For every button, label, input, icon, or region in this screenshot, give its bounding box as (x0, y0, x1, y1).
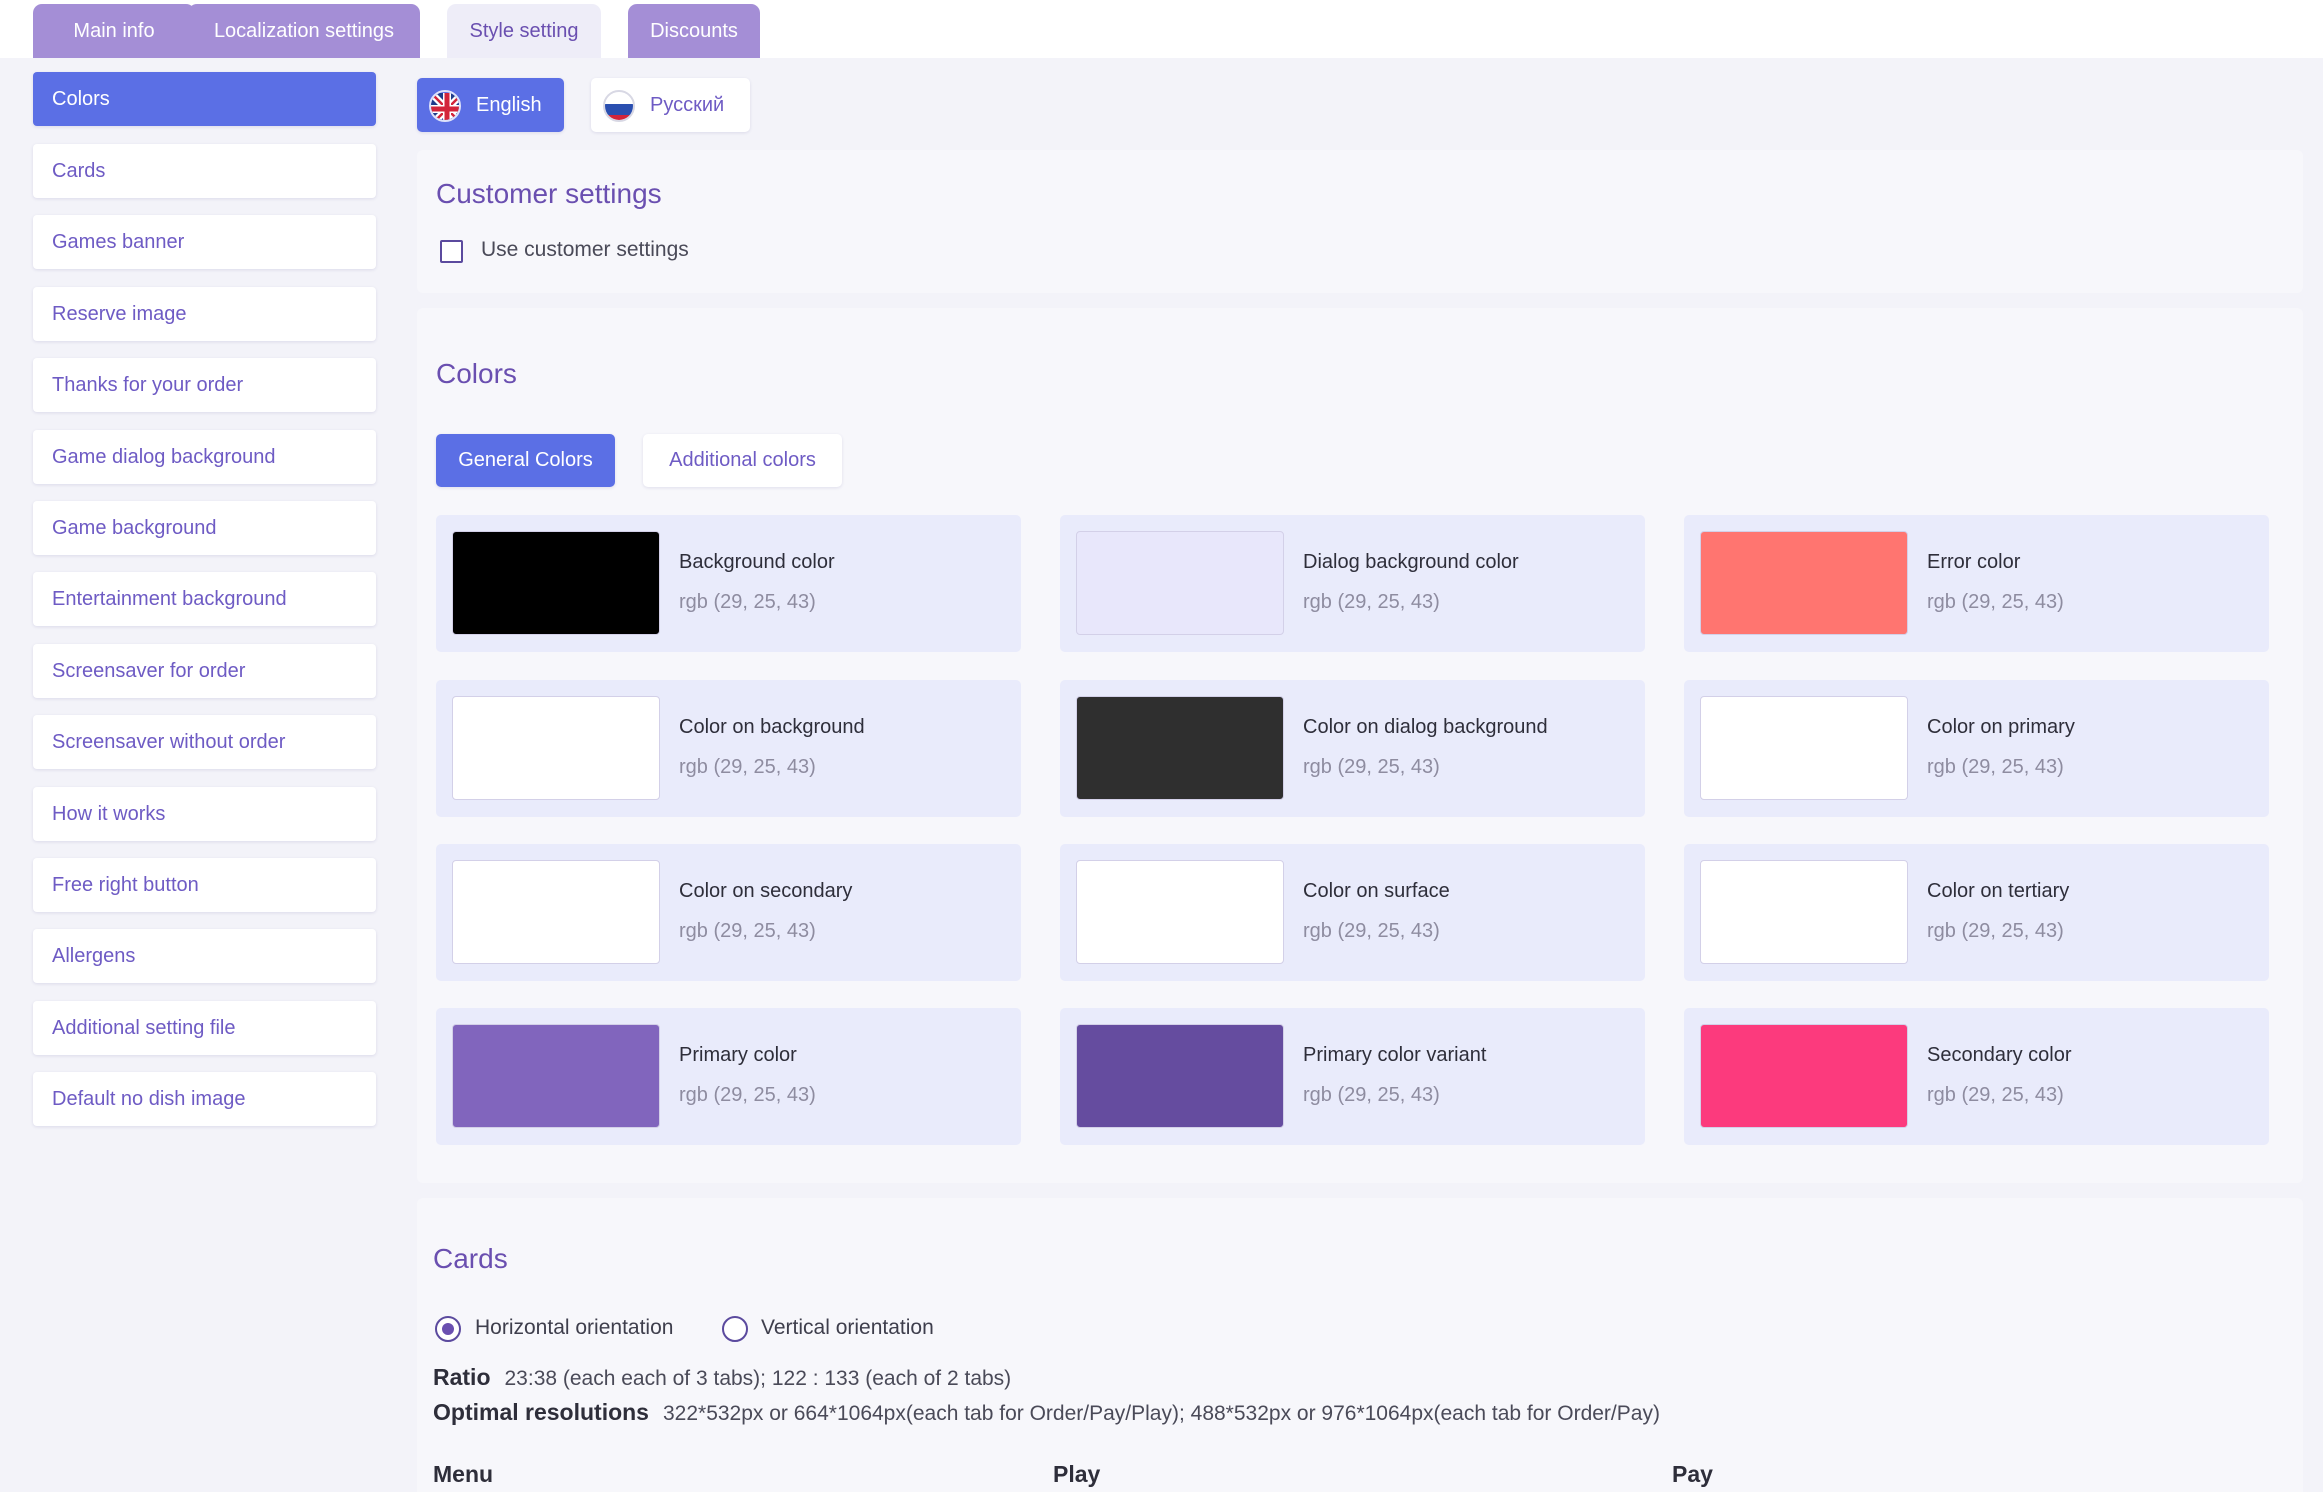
color-swatch[interactable] (1076, 531, 1284, 635)
language-russian-button[interactable]: Русский (591, 78, 750, 132)
color-value: rgb (29, 25, 43) (1927, 591, 2064, 613)
color-value: rgb (29, 25, 43) (1303, 756, 1440, 778)
color-card-primary-color[interactable]: Primary color rgb (29, 25, 43) (436, 1008, 1021, 1145)
color-value: rgb (29, 25, 43) (1927, 1084, 2064, 1106)
color-swatch[interactable] (1700, 696, 1908, 800)
color-name: Color on dialog background (1303, 716, 1548, 738)
vertical-orientation-radio[interactable] (722, 1316, 748, 1342)
color-value: rgb (29, 25, 43) (1303, 920, 1440, 942)
ratio-value: 23:38 (each each of 3 tabs); 122 : 133 (… (504, 1367, 1012, 1390)
color-swatch[interactable] (1700, 1024, 1908, 1128)
radio-selected-dot (442, 1323, 454, 1335)
color-name: Color on background (679, 716, 865, 738)
color-swatch[interactable] (1700, 860, 1908, 964)
color-card-secondary-color[interactable]: Secondary color rgb (29, 25, 43) (1684, 1008, 2269, 1145)
color-name: Primary color variant (1303, 1044, 1487, 1066)
color-name: Color on surface (1303, 880, 1450, 902)
color-value: rgb (29, 25, 43) (1927, 756, 2064, 778)
color-card-color-on-dialog-background[interactable]: Color on dialog background rgb (29, 25, … (1060, 680, 1645, 817)
sidebar-item-cards[interactable]: Cards (33, 144, 376, 198)
color-card-background-color[interactable]: Background color rgb (29, 25, 43) (436, 515, 1021, 652)
sidebar-item-game-dialog-background[interactable]: Game dialog background (33, 430, 376, 484)
sidebar-item-game-background[interactable]: Game background (33, 501, 376, 555)
column-label-pay: Pay (1672, 1461, 1713, 1487)
sidebar-item-colors[interactable]: Colors (33, 72, 376, 126)
language-english-button[interactable]: English (417, 78, 564, 132)
customer-settings-panel (417, 150, 2303, 293)
cards-panel (417, 1198, 2303, 1492)
color-name: Secondary color (1927, 1044, 2072, 1066)
uk-flag-icon (429, 90, 461, 122)
color-value: rgb (29, 25, 43) (679, 1084, 816, 1106)
color-card-color-on-surface[interactable]: Color on surface rgb (29, 25, 43) (1060, 844, 1645, 981)
tab-additional-colors[interactable]: Additional colors (643, 434, 842, 487)
color-swatch[interactable] (452, 860, 660, 964)
color-card-color-on-primary[interactable]: Color on primary rgb (29, 25, 43) (1684, 680, 2269, 817)
color-name: Color on secondary (679, 880, 853, 902)
color-swatch[interactable] (452, 531, 660, 635)
column-label-play: Play (1053, 1461, 1101, 1487)
cards-section-title: Cards (433, 1243, 508, 1274)
color-value: rgb (29, 25, 43) (1303, 591, 1440, 613)
color-name: Error color (1927, 551, 2021, 573)
use-customer-settings-checkbox[interactable] (440, 240, 463, 263)
color-name: Color on tertiary (1927, 880, 2070, 902)
russia-flag-icon (603, 90, 635, 122)
color-name: Background color (679, 551, 835, 573)
color-card-color-on-tertiary[interactable]: Color on tertiary rgb (29, 25, 43) (1684, 844, 2269, 981)
colors-section-title: Colors (436, 358, 517, 389)
sidebar-item-allergens[interactable]: Allergens (33, 929, 376, 983)
color-value: rgb (29, 25, 43) (679, 920, 816, 942)
color-card-primary-color-variant[interactable]: Primary color variant rgb (29, 25, 43) (1060, 1008, 1645, 1145)
color-value: rgb (29, 25, 43) (679, 591, 816, 613)
color-name: Color on primary (1927, 716, 2075, 738)
tab-main-info[interactable]: Main info (33, 4, 195, 58)
color-swatch[interactable] (1700, 531, 1908, 635)
sidebar-item-games-banner[interactable]: Games banner (33, 215, 376, 269)
tab-discounts[interactable]: Discounts (628, 4, 760, 58)
column-label-menu: Menu (433, 1461, 494, 1487)
tab-style-setting[interactable]: Style setting (447, 4, 601, 58)
color-card-color-on-background[interactable]: Color on background rgb (29, 25, 43) (436, 680, 1021, 817)
sidebar-item-additional-setting-file[interactable]: Additional setting file (33, 1001, 376, 1055)
sidebar-item-how-it-works[interactable]: How it works (33, 787, 376, 841)
optimal-resolutions-value: 322*532px or 664*1064px(each tab for Ord… (662, 1402, 1660, 1425)
color-name: Primary color (679, 1044, 797, 1066)
use-customer-settings-label: Use customer settings (481, 238, 689, 261)
horizontal-orientation-radio[interactable] (435, 1316, 461, 1342)
color-card-color-on-secondary[interactable]: Color on secondary rgb (29, 25, 43) (436, 844, 1021, 981)
color-value: rgb (29, 25, 43) (679, 756, 816, 778)
vertical-orientation-label: Vertical orientation (761, 1316, 934, 1339)
sidebar-item-screensaver-without-order[interactable]: Screensaver without order (33, 715, 376, 769)
color-swatch[interactable] (452, 1024, 660, 1128)
horizontal-orientation-label: Horizontal orientation (475, 1316, 674, 1339)
language-russian-label: Русский (650, 94, 725, 116)
optimal-resolutions-line: Optimal resolutions 322*532px or 664*1064… (433, 1399, 1660, 1426)
color-value: rgb (29, 25, 43) (1303, 1084, 1440, 1106)
optimal-resolutions-label: Optimal resolutions (433, 1399, 649, 1425)
ratio-line: Ratio 23:38 (each each of 3 tabs); 122 : … (433, 1364, 1011, 1391)
sidebar-item-screensaver-for-order[interactable]: Screensaver for order (33, 644, 376, 698)
color-name: Dialog background color (1303, 551, 1519, 573)
sidebar-item-entertainment-background[interactable]: Entertainment background (33, 572, 376, 626)
tab-localization-settings[interactable]: Localization settings (188, 4, 420, 58)
top-tab-bar: Main info Localization settings Style se… (0, 0, 2323, 58)
sidebar-item-default-no-dish-image[interactable]: Default no dish image (33, 1072, 376, 1126)
color-swatch[interactable] (1076, 696, 1284, 800)
color-swatch[interactable] (1076, 860, 1284, 964)
tab-general-colors[interactable]: General Colors (436, 434, 615, 487)
sidebar-item-free-right-button[interactable]: Free right button (33, 858, 376, 912)
language-english-label: English (476, 94, 542, 116)
sidebar-item-thanks-for-your-order[interactable]: Thanks for your order (33, 358, 376, 412)
ratio-label: Ratio (433, 1364, 491, 1390)
color-value: rgb (29, 25, 43) (1927, 920, 2064, 942)
sidebar-item-reserve-image[interactable]: Reserve image (33, 287, 376, 341)
color-swatch[interactable] (452, 696, 660, 800)
color-card-dialog-background-color[interactable]: Dialog background color rgb (29, 25, 43) (1060, 515, 1645, 652)
color-card-error-color[interactable]: Error color rgb (29, 25, 43) (1684, 515, 2269, 652)
color-swatch[interactable] (1076, 1024, 1284, 1128)
customer-settings-title: Customer settings (436, 178, 662, 209)
